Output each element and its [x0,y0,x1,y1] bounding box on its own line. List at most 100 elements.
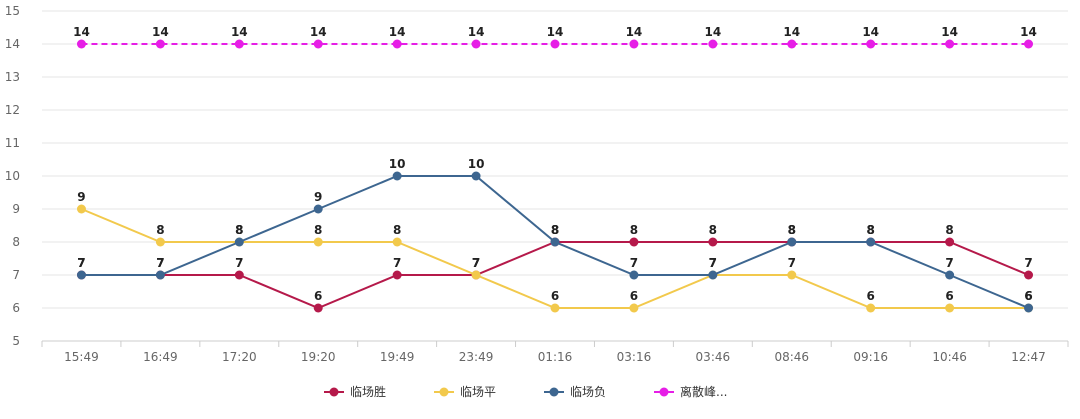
data-point[interactable] [392,171,402,181]
data-point[interactable] [866,237,876,247]
y-tick-label: 11 [5,136,20,150]
x-tick-label: 08:46 [774,350,809,364]
data-label: 14 [941,25,958,39]
data-label: 8 [867,223,875,237]
data-point[interactable] [787,270,797,280]
legend-label: 临场负 [570,385,606,399]
data-label: 6 [630,289,638,303]
data-point[interactable] [234,39,244,49]
data-point[interactable] [155,39,165,49]
x-tick-label: 03:16 [617,350,652,364]
data-label: 14 [704,25,721,39]
data-point[interactable] [313,39,323,49]
data-label: 8 [551,223,559,237]
x-axis-ticks: 15:49 16:49 17:20 19:20 19:49 23:49 01:16 03:16… [41,341,1069,364]
data-point[interactable] [234,270,244,280]
data-point[interactable] [945,270,955,280]
data-point[interactable] [234,237,244,247]
x-tick-label: 19:20 [301,350,336,364]
legend-item[interactable]: 离散峰... [654,384,727,399]
data-label: 14 [547,25,564,39]
data-point[interactable] [866,39,876,49]
data-point[interactable] [76,270,86,280]
data-point[interactable] [708,237,718,247]
data-point[interactable] [708,39,718,49]
legend-item[interactable]: 临场负 [544,385,606,399]
y-axis-ticks: 5 6 7 8 9 10 11 12 13 14 15 [5,4,20,348]
legend-label: 临场胜 [350,384,386,399]
data-point[interactable] [550,303,560,313]
legend: 临场胜 临场平 临场负 离散峰... [324,384,727,399]
data-point[interactable] [392,270,402,280]
data-point[interactable] [76,204,86,214]
x-tick-label: 16:49 [143,350,178,364]
data-label: 7 [235,256,243,270]
data-label: 8 [945,223,953,237]
legend-label: 离散峰... [680,384,727,399]
data-point[interactable] [76,39,86,49]
y-tick-label: 13 [5,70,20,84]
data-label: 8 [393,223,401,237]
data-label: 7 [77,256,85,270]
data-label: 7 [77,256,85,270]
legend-item[interactable]: 临场平 [434,385,496,399]
y-tick-label: 8 [12,235,20,249]
data-point[interactable] [471,171,481,181]
data-point[interactable] [471,39,481,49]
data-point[interactable] [392,39,402,49]
data-label: 7 [945,256,953,270]
data-point[interactable] [945,39,955,49]
data-label: 8 [156,223,164,237]
x-tick-label: 15:49 [64,350,99,364]
data-label: 8 [235,223,243,237]
data-label: 8 [551,223,559,237]
data-point[interactable] [550,237,560,247]
data-label: 10 [389,157,406,171]
data-label: 7 [709,256,717,270]
data-point[interactable] [708,270,718,280]
data-point[interactable] [866,303,876,313]
data-point[interactable] [155,237,165,247]
data-label: 9 [77,190,85,204]
data-point[interactable] [629,237,639,247]
data-point[interactable] [945,303,955,313]
data-point[interactable] [629,270,639,280]
data-label: 8 [788,223,796,237]
data-label: 6 [945,289,953,303]
y-tick-label: 10 [5,169,20,183]
data-label: 7 [156,256,164,270]
data-label: 6 [867,289,875,303]
legend-marker [329,387,339,397]
data-point[interactable] [392,237,402,247]
data-point[interactable] [313,237,323,247]
data-point[interactable] [155,270,165,280]
data-point[interactable] [1024,39,1034,49]
data-point[interactable] [787,237,797,247]
data-label: 14 [310,25,327,39]
data-point[interactable] [629,303,639,313]
data-point[interactable] [550,39,560,49]
legend-item[interactable]: 临场胜 [324,384,386,399]
data-label: 6 [551,289,559,303]
data-point[interactable] [629,39,639,49]
x-tick-label: 09:16 [853,350,888,364]
data-point[interactable] [471,270,481,280]
data-label: 7 [1024,256,1032,270]
data-label: 14 [152,25,169,39]
data-label: 14 [389,25,406,39]
data-label: 14 [231,25,248,39]
data-point[interactable] [787,39,797,49]
data-point[interactable] [1024,270,1034,280]
data-label: 8 [314,223,322,237]
data-point[interactable] [313,204,323,214]
legend-label: 临场平 [460,385,496,399]
data-point[interactable] [945,237,955,247]
y-tick-label: 5 [12,334,20,348]
data-point[interactable] [313,303,323,313]
data-label: 14 [468,25,485,39]
data-label: 7 [788,256,796,270]
series-4 [76,39,1034,49]
data-point[interactable] [1024,303,1034,313]
y-tick-label: 14 [5,37,20,51]
